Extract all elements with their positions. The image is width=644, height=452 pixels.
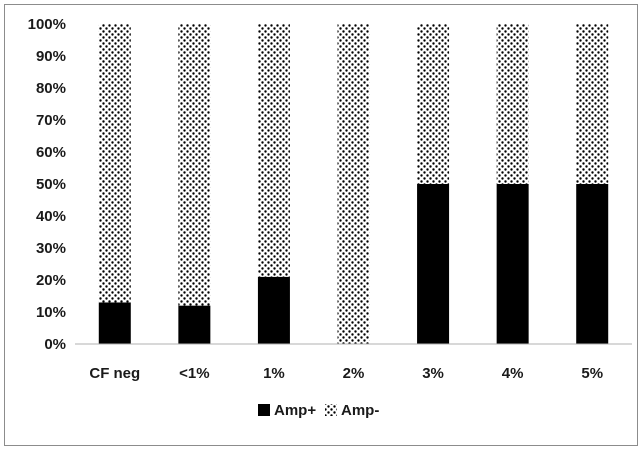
y-tick-label: 80% (36, 80, 66, 97)
y-tick-label: 60% (36, 144, 66, 161)
legend: Amp+ Amp- (258, 402, 379, 419)
legend-swatch-amp-minus (325, 404, 337, 416)
bar-segment-amp-plus (178, 305, 211, 344)
x-tick-label: 5% (581, 365, 603, 382)
y-tick-label: 90% (36, 48, 66, 65)
x-tick-label: 3% (422, 365, 444, 382)
y-tick-label: 70% (36, 112, 66, 129)
y-tick-label: 50% (36, 176, 66, 193)
bar-segment-amp-minus (417, 24, 450, 184)
y-tick-label: 30% (36, 240, 66, 257)
x-tick-label: 2% (343, 365, 365, 382)
bars (98, 24, 609, 344)
x-tick-label: <1% (179, 365, 209, 382)
y-tick-label: 10% (36, 304, 66, 321)
bar-segment-amp-plus (98, 302, 131, 344)
x-tick-label: 4% (502, 365, 524, 382)
x-tick-label: 1% (263, 365, 285, 382)
y-tick-label: 20% (36, 272, 66, 289)
legend-label-amp-plus: Amp+ (274, 402, 316, 419)
bar-segment-amp-minus (178, 24, 211, 306)
bar-segment-amp-plus (257, 276, 290, 344)
x-axis: CF neg <1% 1% 2% 3% 4% 5% (89, 365, 603, 382)
y-tick-label: 40% (36, 208, 66, 225)
y-axis: 0% 10% 20% 30% 40% 50% 60% 70% 80% 90% 100% (28, 16, 66, 353)
bar-segment-amp-minus (496, 24, 529, 184)
bar-segment-amp-minus (98, 24, 131, 303)
y-tick-label: 100% (28, 16, 66, 33)
bar-segment-amp-plus (417, 184, 450, 344)
legend-label-amp-minus: Amp- (341, 402, 379, 419)
bar-segment-amp-plus (576, 184, 609, 344)
legend-swatch-amp-plus (258, 404, 270, 416)
y-tick-label: 0% (44, 336, 66, 353)
bar-segment-amp-plus (496, 184, 529, 344)
bar-segment-amp-minus (257, 24, 290, 277)
bar-segment-amp-minus (576, 24, 609, 184)
x-tick-label: CF neg (89, 365, 140, 382)
bar-segment-amp-minus (337, 24, 370, 344)
